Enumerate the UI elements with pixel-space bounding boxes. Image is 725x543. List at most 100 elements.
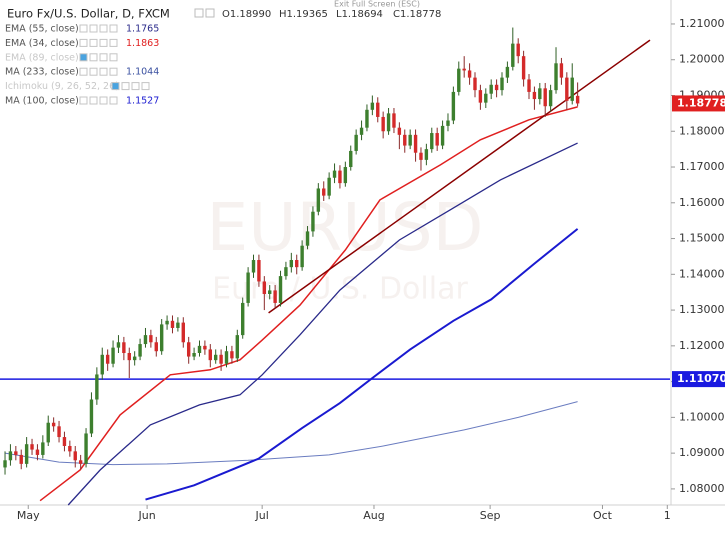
y-tick-label: 1.10000	[679, 410, 725, 423]
ohlc-value: L1.18694	[336, 9, 383, 20]
icon[interactable]	[109, 96, 118, 105]
candle-body	[57, 426, 61, 438]
candle-body	[278, 276, 283, 303]
candle-body	[403, 134, 407, 146]
candle-body	[527, 79, 531, 92]
candle-body	[305, 231, 310, 246]
icon[interactable]	[89, 96, 98, 105]
candle-body	[89, 399, 94, 434]
candle-body	[224, 351, 229, 364]
exit-fullscreen[interactable]: Exit Full Screen (ESC)	[334, 0, 420, 9]
candle-body	[386, 113, 391, 132]
icon[interactable]	[109, 24, 118, 33]
icon[interactable]	[79, 67, 88, 76]
candle-body	[349, 150, 353, 168]
candle-body	[62, 437, 67, 446]
x-tick-label: Jun	[138, 509, 156, 522]
icon[interactable]	[109, 53, 118, 62]
icon[interactable]	[89, 53, 98, 62]
candle-body	[435, 133, 439, 146]
candle-body	[446, 120, 450, 126]
indicator-line	[67, 142, 578, 506]
candle-body	[392, 113, 396, 128]
legend-value: 1.1044	[126, 67, 159, 78]
candle-body	[343, 167, 348, 184]
hline-tag	[672, 371, 725, 388]
candle-body	[19, 454, 23, 464]
candle-body	[159, 324, 164, 352]
candle-body	[327, 177, 331, 196]
indicator-line	[39, 106, 578, 502]
icon[interactable]	[99, 53, 108, 62]
candle-body	[316, 188, 321, 212]
candle-body	[467, 70, 472, 78]
candle-body	[538, 88, 542, 100]
icon[interactable]	[89, 67, 98, 76]
y-tick-label: 1.08000	[679, 482, 725, 495]
legend-label: EMA (89, close)	[5, 52, 79, 63]
legend-value: 1.1527	[126, 96, 159, 107]
icon[interactable]	[89, 38, 98, 47]
icon[interactable]	[99, 96, 108, 105]
candle-body	[192, 352, 196, 357]
candle-body	[122, 342, 126, 353]
candle-body	[14, 451, 18, 455]
candle-body	[511, 43, 515, 67]
candle-body	[235, 335, 240, 359]
candle-body	[197, 345, 202, 353]
icon[interactable]	[194, 8, 204, 18]
y-tick-label: 1.13000	[679, 303, 725, 316]
candle-body	[95, 374, 99, 400]
candle-body	[440, 125, 445, 146]
last-price-label: 1.18778	[677, 96, 725, 109]
ohlc-value: H1.19365	[279, 9, 328, 20]
candle-body	[381, 116, 385, 132]
candle-body	[251, 260, 256, 273]
candle-body	[543, 88, 547, 107]
candle-body	[419, 152, 423, 160]
icon[interactable]	[131, 82, 140, 91]
last-price-tag	[672, 95, 725, 112]
x-tick-label: 1	[664, 509, 671, 522]
candle-body	[424, 149, 429, 160]
icon[interactable]	[109, 67, 118, 76]
candle-body	[143, 335, 148, 345]
icon[interactable]	[109, 38, 118, 47]
y-tick-label: 1.20000	[679, 53, 725, 66]
y-tick-label: 1.16000	[679, 196, 725, 209]
y-tick-label: 1.17000	[679, 160, 725, 173]
icon[interactable]	[99, 67, 108, 76]
icon[interactable]	[111, 82, 120, 91]
y-tick-label: 1.21000	[679, 17, 725, 30]
watermark-symbol: EURUSD	[207, 189, 484, 266]
icon[interactable]	[99, 24, 108, 33]
candle-body	[78, 460, 83, 464]
candle-body	[132, 356, 137, 361]
candle-body	[338, 170, 342, 184]
icon[interactable]	[79, 53, 88, 62]
icon[interactable]	[79, 96, 88, 105]
icon[interactable]	[121, 82, 130, 91]
icon[interactable]	[89, 24, 98, 33]
candle-body	[376, 102, 380, 117]
candle-body	[559, 63, 564, 78]
indicator-line	[268, 39, 651, 314]
candle-body	[505, 66, 510, 78]
candle-body	[516, 43, 520, 57]
candle-body	[354, 134, 358, 151]
candle-body	[262, 281, 267, 294]
icon[interactable]	[141, 82, 150, 91]
icon[interactable]	[79, 38, 88, 47]
icon[interactable]	[205, 8, 215, 18]
y-tick-label: 1.14000	[679, 267, 725, 280]
legend-label: EMA (34, close)	[5, 38, 79, 49]
candle-body	[300, 245, 304, 268]
icon[interactable]	[79, 24, 88, 33]
x-tick-label: Oct	[593, 509, 613, 522]
indicator-line	[145, 228, 579, 501]
candle-body	[532, 91, 537, 100]
icon[interactable]	[99, 38, 108, 47]
legend-label: EMA (55, close)	[5, 24, 79, 35]
candle-body	[413, 134, 418, 153]
